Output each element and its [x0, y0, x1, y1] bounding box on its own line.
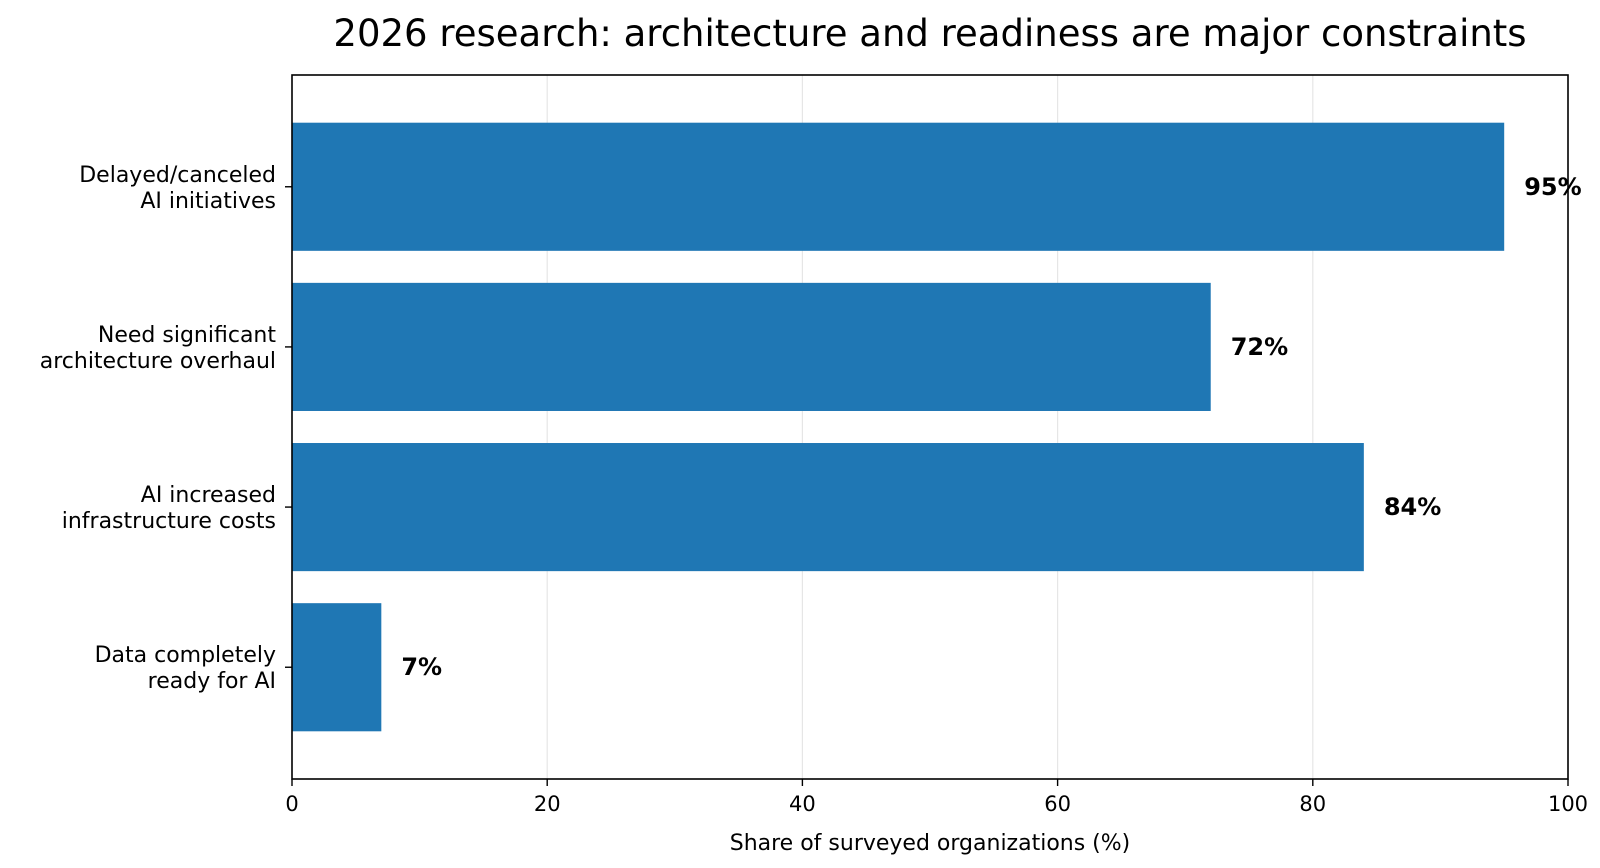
bar — [292, 282, 1211, 411]
x-tick-label: 100 — [1548, 792, 1588, 816]
bar — [292, 603, 382, 732]
bar-value-label: 84% — [1384, 493, 1441, 521]
bar-value-label: 72% — [1231, 333, 1288, 361]
y-category-label: Delayed/canceled AI initiatives — [79, 163, 276, 214]
chart-title: 2026 research: architecture and readines… — [333, 12, 1526, 55]
x-axis-label: Share of surveyed organizations (%) — [730, 831, 1131, 856]
x-tick-label: 80 — [1299, 792, 1326, 816]
plot-frame — [291, 74, 1569, 780]
bar — [292, 443, 1364, 572]
x-tick-label: 60 — [1044, 792, 1071, 816]
x-tick-label: 40 — [789, 792, 816, 816]
y-category-label: Need significant architecture overhaul — [40, 323, 277, 374]
bars — [292, 122, 1505, 732]
x-tick-label: 0 — [285, 792, 298, 816]
value-labels: 95% 72% 84% 7% — [401, 173, 1581, 681]
x-tick-label: 20 — [534, 792, 561, 816]
bar — [292, 122, 1505, 251]
bar-value-label: 95% — [1524, 173, 1581, 201]
bar-value-label: 7% — [401, 653, 442, 681]
y-category-label: AI increased infrastructure costs — [62, 483, 276, 534]
x-axis: 0 20 40 60 80 100 — [285, 779, 1588, 816]
y-category-label: Data completely ready for AI — [95, 643, 276, 694]
y-axis: Delayed/canceled AI initiatives Need signi… — [40, 163, 292, 694]
